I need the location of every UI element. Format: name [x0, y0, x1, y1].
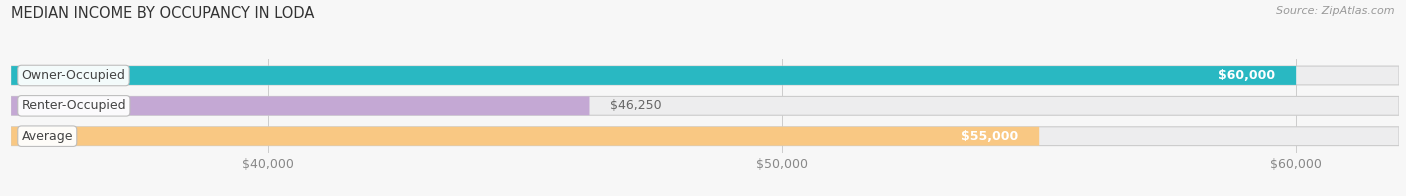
FancyBboxPatch shape [11, 96, 589, 115]
Text: Average: Average [21, 130, 73, 143]
Text: $60,000: $60,000 [1219, 69, 1275, 82]
Text: Source: ZipAtlas.com: Source: ZipAtlas.com [1277, 6, 1395, 16]
Text: Owner-Occupied: Owner-Occupied [21, 69, 125, 82]
FancyBboxPatch shape [11, 127, 1039, 146]
Text: $46,250: $46,250 [610, 99, 662, 112]
FancyBboxPatch shape [11, 96, 1399, 115]
Text: $55,000: $55,000 [962, 130, 1018, 143]
FancyBboxPatch shape [11, 66, 1296, 85]
FancyBboxPatch shape [11, 66, 1399, 85]
FancyBboxPatch shape [11, 127, 1399, 146]
Text: MEDIAN INCOME BY OCCUPANCY IN LODA: MEDIAN INCOME BY OCCUPANCY IN LODA [11, 6, 315, 21]
Text: Renter-Occupied: Renter-Occupied [21, 99, 127, 112]
